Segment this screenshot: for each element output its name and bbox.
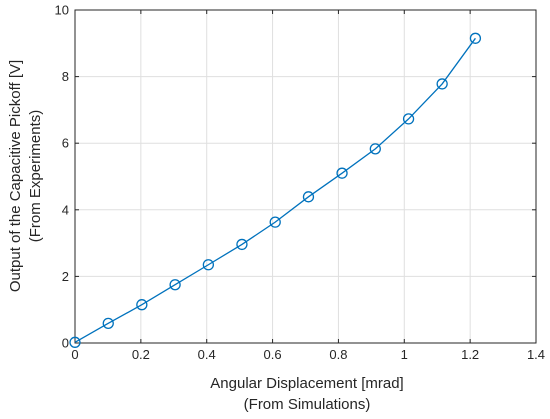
y-axis-sublabel: (From Experiments) <box>27 110 44 243</box>
x-tick-label: 0.8 <box>329 347 347 362</box>
grid <box>74 9 537 344</box>
tick-labels: 0 0.2 0.4 0.6 0.8 1 1.2 1.4 0 2 4 6 8 10 <box>55 3 546 363</box>
data-point <box>169 279 181 291</box>
x-tick-label: 0.4 <box>198 347 216 362</box>
y-tick-label: 4 <box>62 202 69 217</box>
series-line <box>74 37 476 343</box>
data-point <box>436 78 448 90</box>
data-point <box>236 238 248 251</box>
y-tick-label: 0 <box>62 336 69 351</box>
data-point <box>136 299 148 311</box>
x-tick-label: 0.6 <box>264 347 282 362</box>
x-tick-label: 1.2 <box>461 347 479 362</box>
y-tick-label: 2 <box>62 269 69 284</box>
data-point <box>269 216 281 228</box>
data-point <box>336 167 348 179</box>
x-axis-sublabel: (From Simulations) <box>244 396 371 413</box>
x-tick-label: 0 <box>71 347 78 362</box>
plot-box <box>74 9 537 344</box>
data-point <box>69 336 81 348</box>
data-point <box>469 32 482 44</box>
series <box>69 32 482 348</box>
x-tick-label: 1.4 <box>527 347 545 362</box>
y-axis-label: Output of the Capacitive Pickoff [V] <box>7 60 24 292</box>
data-point <box>202 259 215 271</box>
data-point <box>302 191 315 203</box>
data-point <box>369 143 381 155</box>
x-axis-label: Angular Displacement [mrad] <box>210 375 403 392</box>
data-point <box>402 113 415 125</box>
y-tick-label: 6 <box>62 136 69 151</box>
x-tick-label: 1 <box>401 347 408 362</box>
y-tick-label: 10 <box>55 3 69 18</box>
x-tick-label: 0.2 <box>132 347 150 362</box>
y-tick-label: 8 <box>62 69 69 84</box>
axes <box>74 9 537 344</box>
data-point <box>102 317 114 330</box>
